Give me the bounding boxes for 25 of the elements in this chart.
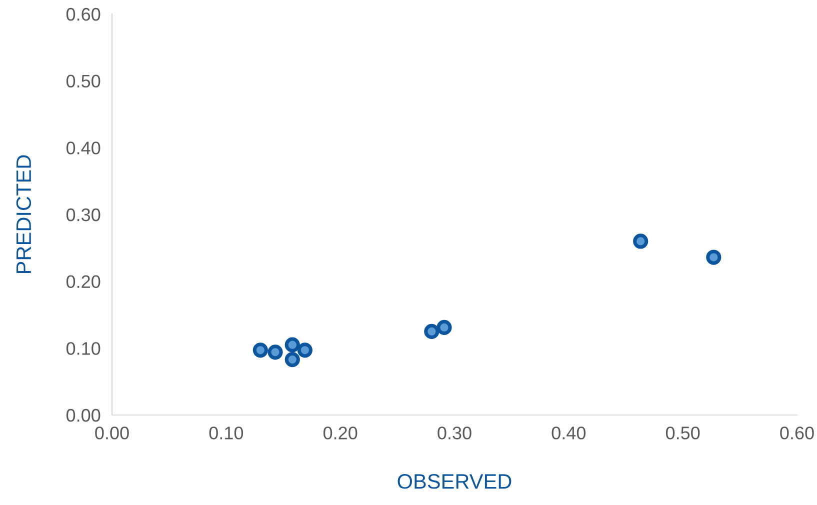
y-tick-label: 0.00 (66, 408, 100, 422)
point (268, 344, 283, 360)
x-tick-label: 0.30 (438, 426, 472, 440)
point (284, 352, 300, 368)
y-tick-label: 0.20 (66, 275, 100, 288)
y-tick-label: 0.10 (66, 342, 100, 355)
x-tick-label: 0.20 (323, 426, 358, 440)
y-tick-label: 0.60 (66, 8, 100, 21)
point (633, 234, 648, 249)
y-tick-label: 0.40 (66, 142, 100, 154)
x-tick-label: 0.60 (780, 426, 814, 440)
x-tick-label: 0.40 (552, 426, 586, 440)
y-tick-label: 0.50 (66, 74, 100, 88)
x-axis-title: OBSERVED (398, 474, 512, 489)
point (436, 320, 452, 335)
point (424, 324, 440, 340)
x-tick-label: 0.00 (95, 426, 129, 440)
point (284, 337, 300, 352)
point (297, 342, 312, 358)
y-axis-title: PREDICTED (16, 155, 32, 273)
point (706, 250, 722, 265)
point (252, 342, 268, 358)
x-tick-label: 0.50 (666, 426, 700, 440)
x-tick-label: 0.10 (209, 426, 244, 440)
y-tick-label: 0.30 (66, 208, 100, 222)
